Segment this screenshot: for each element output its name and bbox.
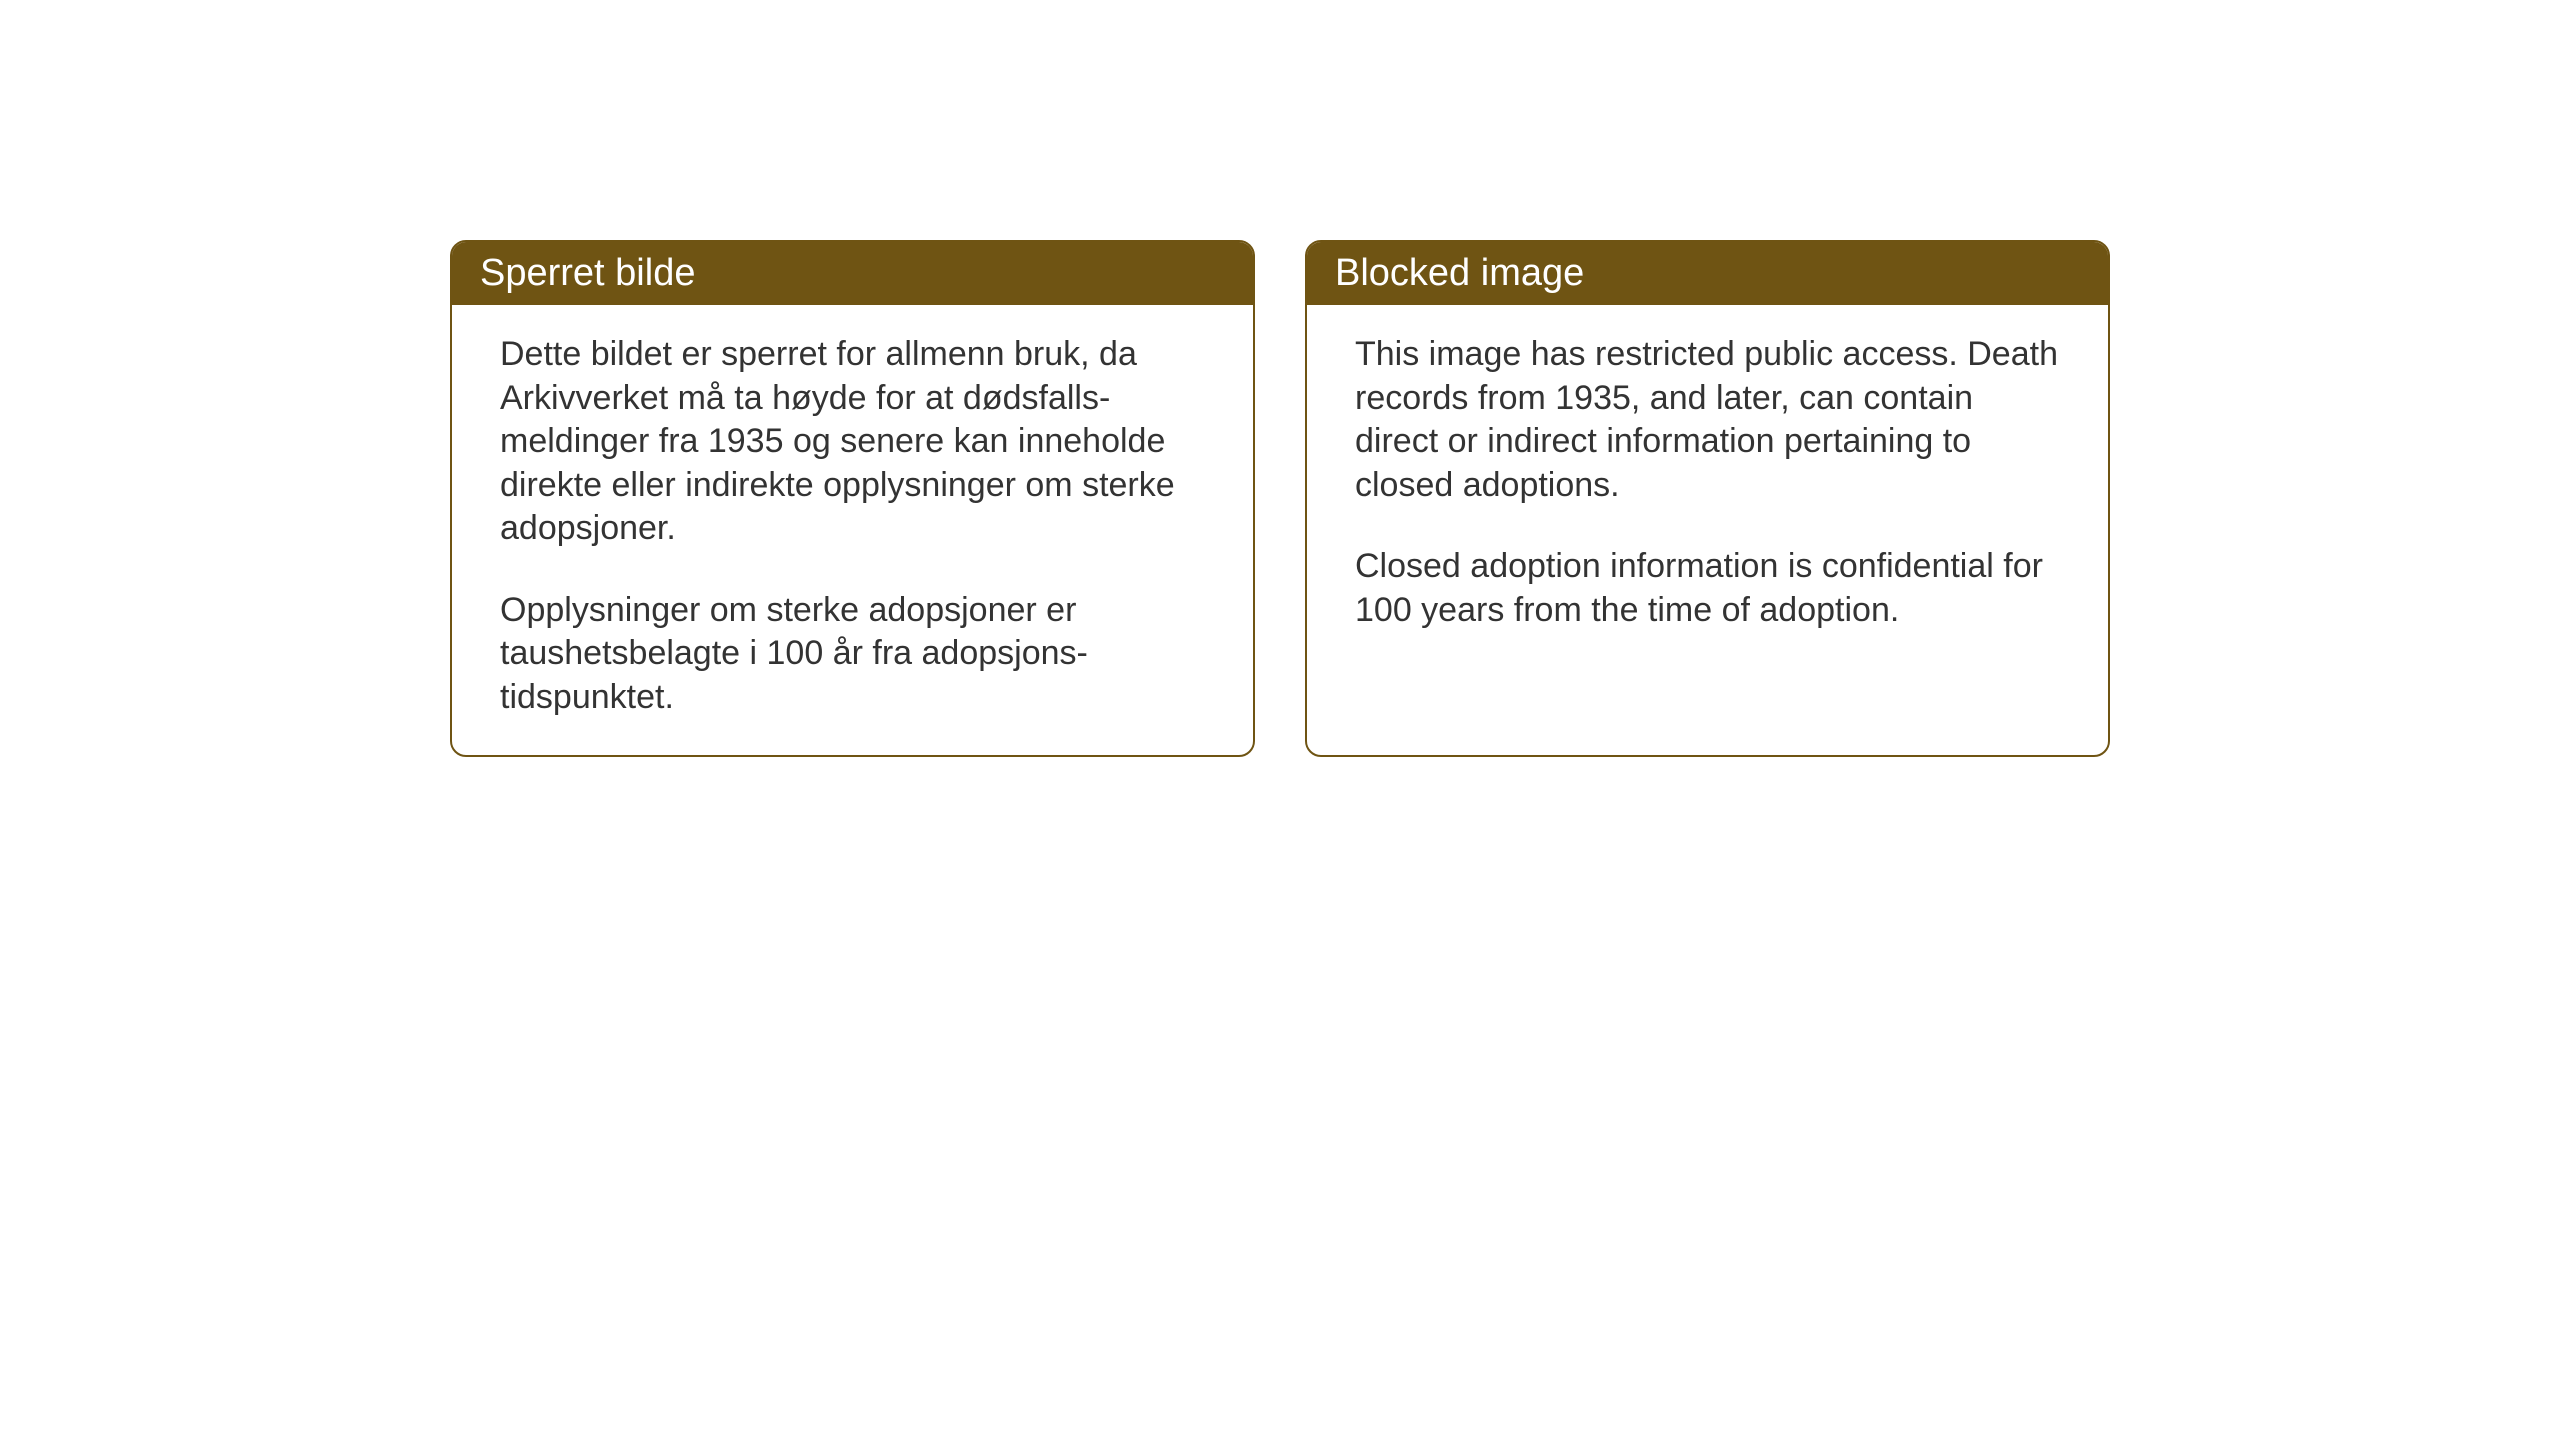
notice-paragraph: Dette bildet er sperret for allmenn bruk… [500, 333, 1205, 551]
notice-title: Blocked image [1335, 252, 1584, 294]
notice-body-norwegian: Dette bildet er sperret for allmenn bruk… [452, 305, 1253, 755]
notice-title: Sperret bilde [480, 252, 695, 294]
notice-paragraph: Closed adoption information is confident… [1355, 545, 2060, 632]
notice-card-norwegian: Sperret bilde Dette bildet er sperret fo… [450, 240, 1255, 757]
notice-paragraph: Opplysninger om sterke adopsjoner er tau… [500, 589, 1205, 720]
notice-body-english: This image has restricted public access.… [1307, 305, 2108, 745]
notice-header-norwegian: Sperret bilde [452, 242, 1253, 305]
notice-card-english: Blocked image This image has restricted … [1305, 240, 2110, 757]
notice-paragraph: This image has restricted public access.… [1355, 333, 2060, 507]
notice-header-english: Blocked image [1307, 242, 2108, 305]
notice-container: Sperret bilde Dette bildet er sperret fo… [450, 240, 2110, 757]
